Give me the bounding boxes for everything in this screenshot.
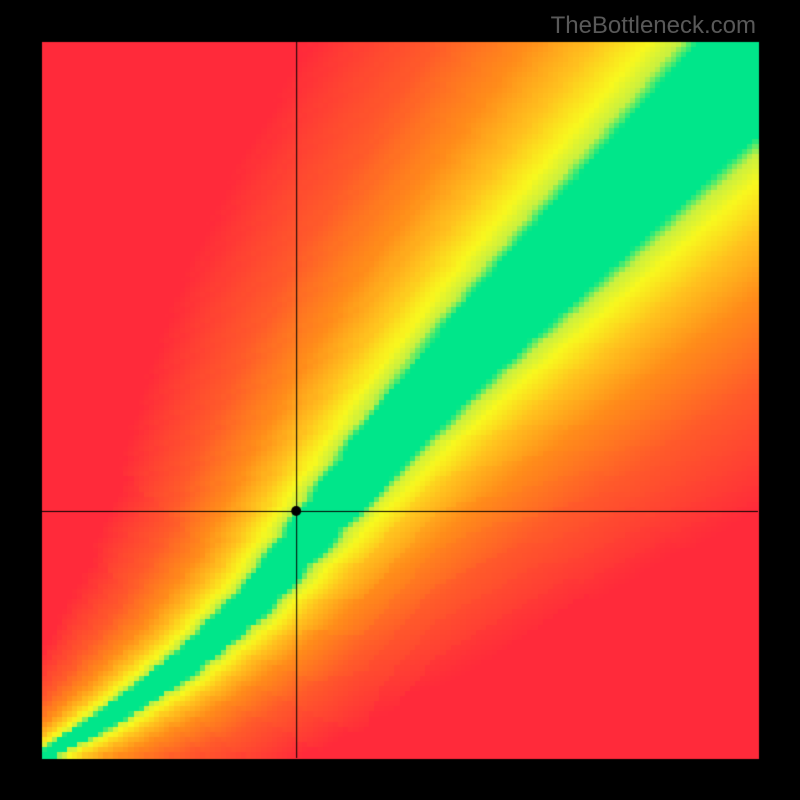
bottleneck-heatmap [0,0,800,800]
watermark-text: TheBottleneck.com [551,12,756,40]
